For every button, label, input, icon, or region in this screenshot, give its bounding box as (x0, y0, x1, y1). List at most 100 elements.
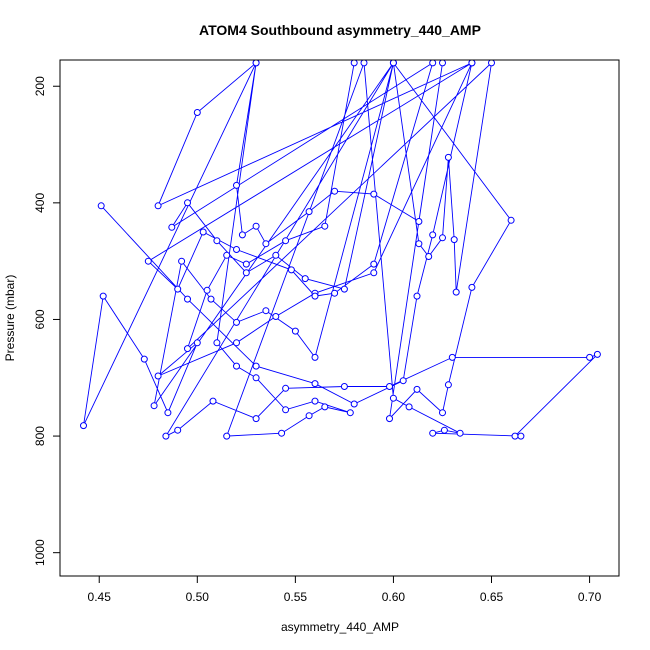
data-point (517, 432, 525, 440)
data-point (252, 362, 260, 370)
data-point (278, 429, 286, 437)
data-point (439, 234, 446, 242)
data-point (450, 236, 458, 244)
data-point (282, 384, 290, 392)
data-point (193, 339, 201, 347)
data-point (242, 260, 250, 268)
data-point (405, 403, 413, 411)
data-point (184, 295, 191, 303)
data-point (511, 432, 519, 440)
data-point (233, 318, 240, 326)
data-point (370, 190, 378, 198)
x-tick-label: 0.70 (578, 590, 602, 604)
data-point (97, 202, 105, 210)
plot-area (80, 60, 601, 440)
data-point (346, 409, 354, 417)
data-point (140, 355, 148, 363)
data-point (233, 362, 240, 370)
data-point (456, 429, 464, 437)
data-point (439, 409, 446, 417)
data-point (99, 292, 107, 300)
data-point (350, 60, 358, 67)
data-point (440, 426, 448, 434)
data-point (207, 295, 215, 303)
data-point (233, 339, 240, 347)
data-point (350, 400, 358, 408)
data-point (238, 231, 246, 239)
data-point (199, 228, 207, 236)
data-point (488, 60, 495, 67)
data-point (429, 60, 437, 67)
data-point (468, 60, 476, 67)
data-point (203, 286, 211, 294)
data-point (150, 402, 158, 410)
data-point (311, 397, 319, 405)
data-point (311, 292, 319, 300)
data-point (340, 383, 348, 390)
data-point (291, 327, 299, 335)
data-point (425, 253, 433, 260)
data-point (593, 350, 601, 358)
data-point (413, 292, 421, 300)
data-point (311, 353, 319, 361)
data-point (154, 372, 162, 380)
data-point (301, 275, 309, 283)
data-point (413, 385, 421, 393)
data-point (193, 109, 201, 116)
data-point (386, 415, 393, 423)
data-point (252, 222, 260, 230)
data-point (429, 429, 437, 437)
data-point (321, 403, 329, 411)
data-point (144, 257, 152, 265)
data-point (252, 374, 260, 382)
data-point (370, 269, 378, 277)
data-point (429, 231, 437, 239)
data-point (415, 218, 423, 225)
data-point (252, 415, 260, 423)
data-point (331, 187, 339, 195)
data-point (305, 412, 313, 420)
x-axis-label: asymmetry_440_AMP (281, 620, 399, 634)
data-point (439, 60, 446, 67)
data-point (184, 199, 191, 207)
plot-frame (59, 59, 620, 577)
data-point (399, 377, 407, 385)
data-point (331, 289, 339, 297)
x-tick-label: 0.65 (480, 590, 504, 604)
data-point (80, 422, 87, 430)
data-point (272, 313, 280, 320)
data-point (262, 240, 270, 248)
data-point (311, 380, 319, 388)
y-tick-label: 1000 (33, 539, 47, 566)
x-axis: 0.45 0.50 0.55 0.60 0.65 0.70 (88, 575, 602, 604)
data-point (272, 251, 280, 259)
data-point (213, 237, 221, 245)
y-tick-label: 200 (33, 76, 47, 96)
data-point (162, 432, 170, 440)
x-tick-label: 0.55 (284, 590, 308, 604)
data-point (452, 288, 460, 296)
data-point (168, 223, 176, 231)
data-point (233, 246, 240, 253)
data-point (340, 285, 348, 293)
data-point (415, 240, 423, 248)
data-point (287, 266, 295, 274)
x-tick-label: 0.60 (382, 590, 406, 604)
data-point (252, 60, 260, 67)
y-tick-label: 800 (33, 426, 47, 446)
data-point (174, 426, 182, 434)
y-axis-label: Pressure (mbar) (3, 275, 17, 362)
x-tick-label: 0.50 (186, 590, 210, 604)
data-point (360, 60, 368, 67)
data-point (444, 153, 452, 161)
data-point (242, 269, 250, 277)
data-point (223, 432, 231, 440)
data-point (282, 237, 290, 245)
y-tick-label: 600 (33, 309, 47, 329)
data-point (233, 181, 240, 189)
data-point (386, 383, 393, 390)
y-tick-label: 400 (33, 193, 47, 213)
data-point (184, 345, 191, 353)
data-point (586, 353, 594, 361)
